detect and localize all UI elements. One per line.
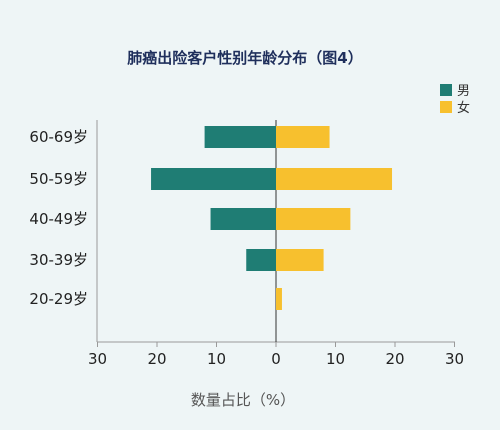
bars: [151, 126, 393, 310]
y-category-label: 50-59岁: [29, 170, 88, 188]
x-tick-label: 10: [207, 350, 226, 368]
legend: 男 女: [440, 84, 470, 116]
x-axis-ticks: 30 20 10 0 10 20 30: [88, 342, 464, 368]
x-axis-title: 数量占比（%）: [191, 391, 295, 409]
legend-swatch-female: [440, 101, 452, 113]
y-axis-categories: 60-69岁 50-59岁 40-49岁 30-39岁 20-29岁: [29, 128, 88, 308]
x-tick-label: 20: [385, 350, 404, 368]
x-tick-label: 20: [147, 350, 166, 368]
bar-male: [210, 208, 276, 230]
bar-male: [204, 126, 276, 148]
legend-swatch-male: [440, 84, 452, 96]
x-tick-label: 10: [326, 350, 345, 368]
bar-female: [276, 288, 282, 310]
bar-female: [276, 208, 351, 230]
y-category-label: 20-29岁: [29, 290, 88, 308]
bar-male: [246, 249, 276, 271]
bar-female: [276, 168, 393, 190]
legend-label-male: 男: [457, 84, 470, 99]
bar-female: [276, 249, 324, 271]
chart-title: 肺癌出险客户性别年龄分布（图4）: [127, 49, 362, 67]
legend-label-female: 女: [457, 100, 470, 116]
x-tick-label: 0: [271, 350, 281, 368]
x-tick-label: 30: [88, 350, 107, 368]
y-category-label: 60-69岁: [29, 128, 88, 146]
bar-female: [276, 126, 330, 148]
y-category-label: 40-49岁: [29, 210, 88, 228]
bar-male: [151, 168, 276, 190]
x-tick-label: 30: [445, 350, 464, 368]
y-category-label: 30-39岁: [29, 251, 88, 269]
